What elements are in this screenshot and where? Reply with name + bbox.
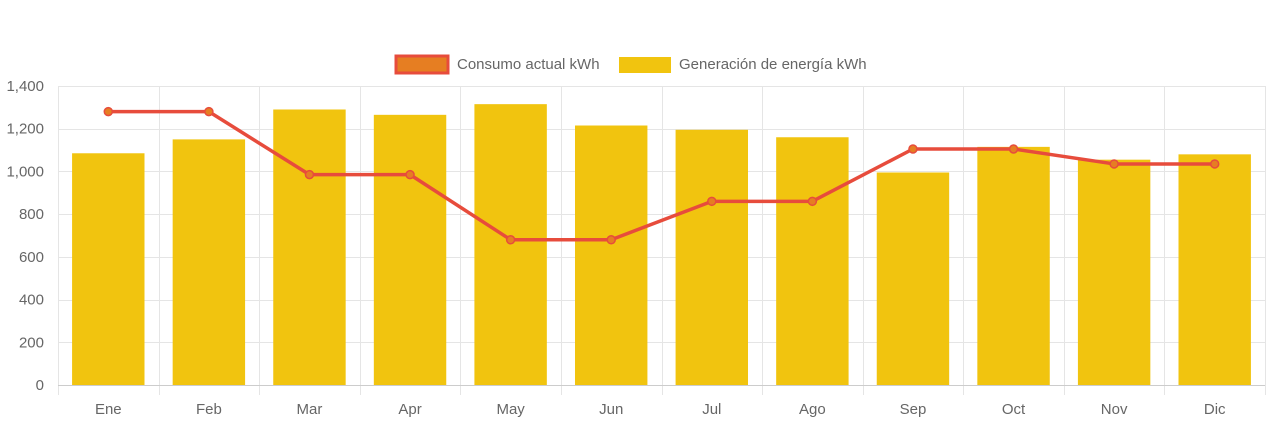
line-consumo xyxy=(108,109,1215,242)
bar-generacion-apr[interactable] xyxy=(373,114,447,385)
y-tick-label: 0 xyxy=(36,377,44,394)
x-tick-label-ago: Ago xyxy=(799,401,826,418)
point-consumo-apr[interactable] xyxy=(405,169,415,180)
point-consumo-may[interactable] xyxy=(505,235,516,245)
legend-item-consumo[interactable]: Consumo actual kWh xyxy=(394,54,600,75)
y-tick-label: 1,400 xyxy=(6,78,44,95)
point-consumo-jul[interactable] xyxy=(707,196,717,207)
point-consumo-sep[interactable] xyxy=(908,144,918,154)
legend-item-generacion[interactable]: Generación de energía kWh xyxy=(619,56,867,73)
point-consumo-nov[interactable] xyxy=(1109,159,1119,169)
y-tick-label: 200 xyxy=(19,334,44,351)
x-tick-label-may: May xyxy=(496,401,525,418)
legend: Consumo actual kWh Generación de energía… xyxy=(394,54,867,75)
bar-generacion-oct[interactable] xyxy=(977,146,1050,385)
y-tick-label: 1,200 xyxy=(6,121,44,138)
legend-swatch-consumo xyxy=(394,54,450,75)
y-tick-label: 600 xyxy=(19,249,44,266)
point-consumo-oct[interactable] xyxy=(1008,144,1019,154)
bar-generacion-ago[interactable] xyxy=(776,137,849,385)
x-tick-label-oct: Oct xyxy=(1002,401,1026,418)
line-series-consumo xyxy=(103,106,1220,245)
point-consumo-feb[interactable] xyxy=(204,106,214,117)
y-tick-label: 800 xyxy=(19,206,44,223)
bar-series-generacion xyxy=(72,104,1251,386)
axes: 0 200 400 600 800 1,000 1,200 1,400 Ene Feb Mar Apr… xyxy=(6,78,1265,418)
bar-generacion-mar[interactable] xyxy=(273,109,346,385)
legend-swatch-generacion xyxy=(619,57,671,73)
point-consumo-dic[interactable] xyxy=(1209,159,1220,169)
point-consumo-jun[interactable] xyxy=(606,235,616,245)
bar-generacion-ene[interactable] xyxy=(72,153,145,385)
bar-generacion-sep[interactable] xyxy=(876,172,950,385)
x-tick-label-jun: Jun xyxy=(599,401,623,418)
x-tick-label-jul: Jul xyxy=(702,401,721,418)
y-tick-label: 400 xyxy=(19,292,44,309)
bar-generacion-may[interactable] xyxy=(474,104,547,386)
point-consumo-ene[interactable] xyxy=(103,106,114,117)
legend-label-consumo: Consumo actual kWh xyxy=(457,56,600,73)
legend-label-generacion: Generación de energía kWh xyxy=(679,56,867,73)
x-tick-label-nov: Nov xyxy=(1101,401,1128,418)
x-tick-label-ene: Ene xyxy=(95,401,122,418)
bar-generacion-dic[interactable] xyxy=(1178,154,1251,385)
x-tick-label-mar: Mar xyxy=(297,401,323,418)
x-tick-label-sep: Sep xyxy=(900,401,927,418)
bar-generacion-feb[interactable] xyxy=(172,139,246,385)
bar-generacion-nov[interactable] xyxy=(1077,159,1151,385)
x-tick-label-feb: Feb xyxy=(196,401,222,418)
x-tick-label-dic: Dic xyxy=(1204,401,1226,418)
bar-generacion-jul[interactable] xyxy=(675,129,749,385)
bar-generacion-jun[interactable] xyxy=(574,125,648,385)
y-tick-label: 1,000 xyxy=(6,163,44,180)
point-consumo-ago[interactable] xyxy=(807,196,818,207)
point-consumo-mar[interactable] xyxy=(304,169,315,180)
x-tick-label-apr: Apr xyxy=(398,401,421,418)
